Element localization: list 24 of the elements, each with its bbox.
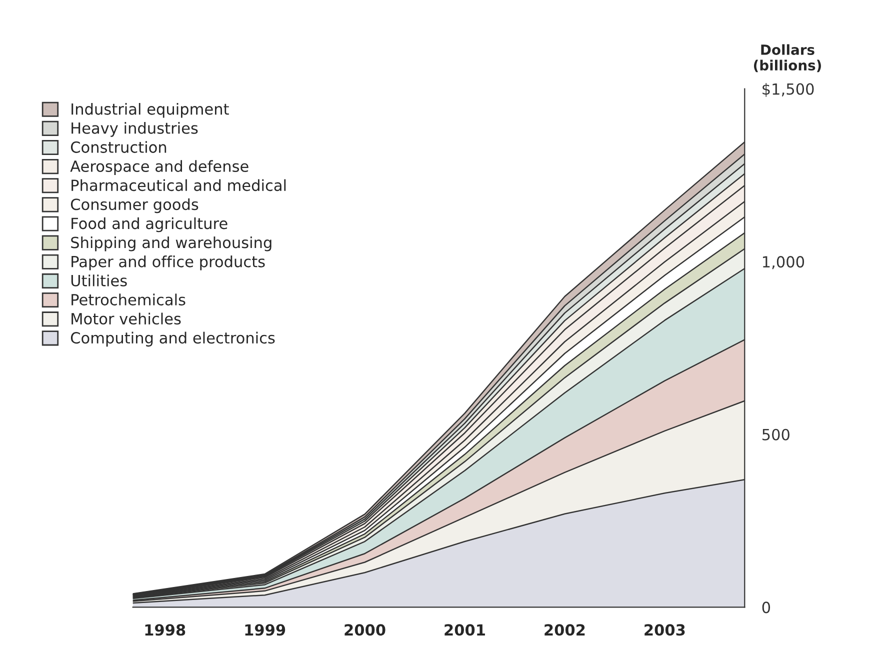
legend-label: Computing and electronics	[70, 332, 275, 347]
x-tick-label: 2001	[444, 624, 485, 636]
y-tick-label: 1,000	[762, 256, 804, 270]
x-tick-label: 2002	[544, 624, 585, 636]
x-tick-label: 1998	[145, 624, 186, 636]
legend-label: Utilities	[71, 274, 127, 286]
legend-label: Food and agriculture	[72, 217, 228, 232]
legend-label: Aerospace and defense	[70, 160, 248, 175]
legend-label: Consumer goods	[70, 198, 198, 214]
legend-label: Motor vehicles	[72, 312, 181, 325]
x-tick-label: 2003	[644, 624, 685, 636]
y-tick-label: 500	[762, 428, 790, 440]
y-tick-label: 0	[762, 602, 770, 614]
y-axis-title: Dollars (billions)	[754, 44, 821, 72]
legend-label: Shipping and warehousing	[71, 236, 272, 252]
legend-label: Industrial equipment	[72, 102, 229, 118]
x-tick-label: 1999	[245, 624, 286, 636]
y-tick-label: $1,500	[762, 82, 814, 97]
legend-label: Heavy industries	[72, 122, 198, 137]
x-tick-label: 2000	[344, 624, 386, 636]
legend-label: Petrochemicals	[72, 294, 186, 306]
legend-label: Pharmaceutical and medical	[72, 179, 286, 192]
legend-label: Construction	[70, 141, 166, 153]
legend-label: Paper and office products	[72, 256, 265, 270]
